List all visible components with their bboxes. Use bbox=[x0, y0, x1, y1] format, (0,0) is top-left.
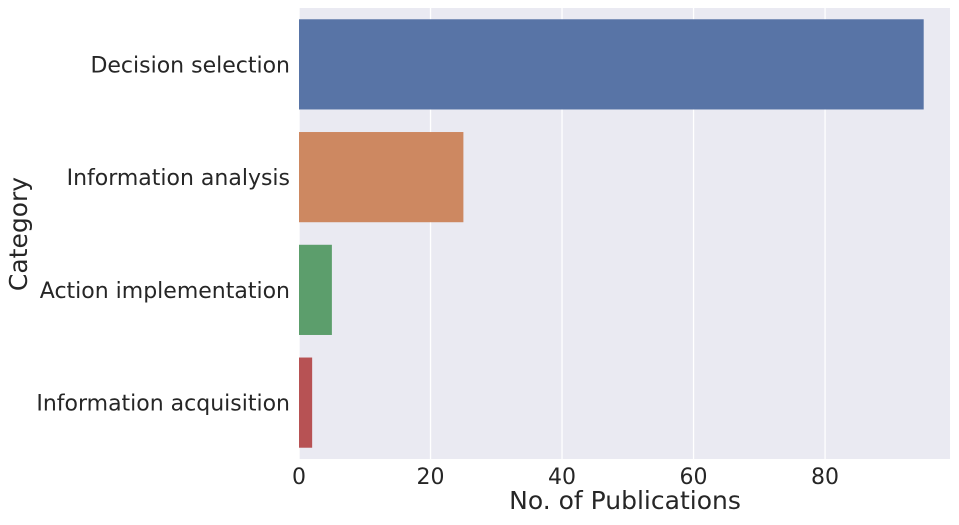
x-tick-label: 40 bbox=[548, 465, 576, 490]
x-tick-label: 20 bbox=[417, 465, 445, 490]
x-tick-labels: 0 20 40 60 80 bbox=[292, 465, 839, 490]
bar bbox=[299, 19, 924, 110]
x-tick-label: 60 bbox=[680, 465, 708, 490]
bars bbox=[299, 19, 924, 448]
bar bbox=[299, 357, 313, 448]
y-tick-label: Decision selection bbox=[90, 53, 290, 78]
bar bbox=[299, 132, 464, 223]
x-axis-label: No. of Publications bbox=[509, 486, 741, 515]
bar bbox=[299, 244, 332, 335]
y-tick-labels: Decision selection Information analysis Ac… bbox=[36, 53, 290, 416]
y-tick-label: Action implementation bbox=[40, 279, 290, 304]
y-tick-label: Information acquisition bbox=[36, 392, 290, 417]
y-tick-label: Information analysis bbox=[67, 166, 290, 191]
x-tick-label: 80 bbox=[811, 465, 839, 490]
x-tick-label: 0 bbox=[292, 465, 306, 490]
y-axis-label: Category bbox=[4, 177, 33, 291]
